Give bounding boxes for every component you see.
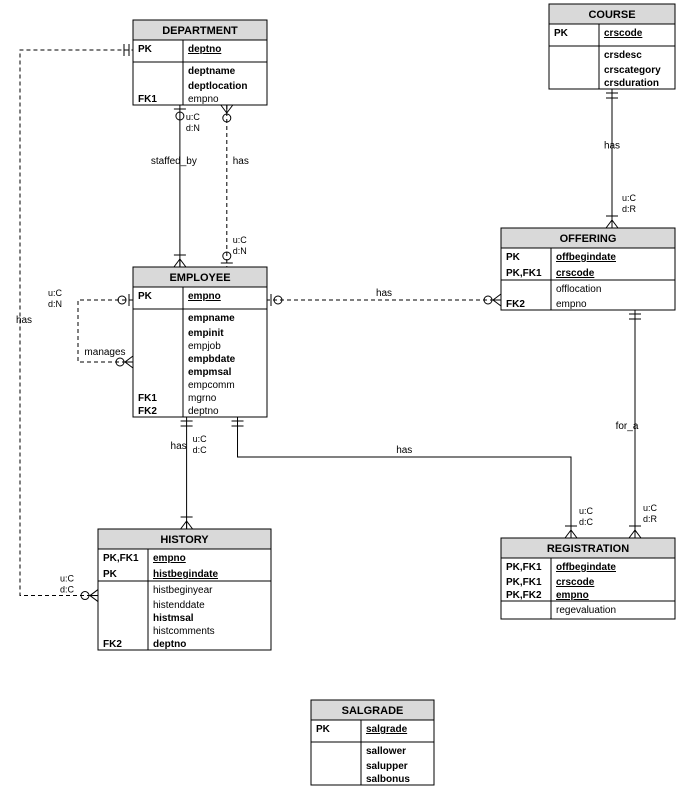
attr: deptno [188,406,219,417]
key-col: FK2 [506,299,525,310]
attr: histcomments [153,626,215,637]
cardinality: d:R [643,514,658,524]
key-col: FK2 [103,639,122,650]
entity-registration: REGISTRATION PK,FK1 offbegindate PK,FK1 crsc… [501,538,675,619]
cardinality: u:C [193,434,208,444]
cardinality: u:C [643,503,658,513]
er-diagram: staffed_byu:Cd:Nhasu:Cd:Nmanagesu:Cd:Nha… [0,0,690,803]
attr: deptname [188,66,236,77]
key-col: PK [506,252,521,263]
rel-label: has [171,441,187,452]
attr: salupper [366,761,408,772]
attr: deptno [153,639,186,650]
cardinality: u:C [60,574,75,584]
entity-history: HISTORY PK,FK1 empno PK histbegindate histbeg… [98,529,271,650]
attr: crsdesc [604,50,642,61]
attr: empinit [188,328,224,339]
attr: histbegindate [153,569,218,580]
rel-label: staffed_by [151,156,197,167]
attr: crsduration [604,78,659,89]
key-col: PK,FK1 [506,577,542,588]
attr: empno [188,94,219,105]
attr: salbonus [366,774,410,785]
edges: staffed_byu:Cd:Nhasu:Cd:Nmanagesu:Cd:Nha… [16,50,658,596]
cardinality: u:C [579,506,594,516]
entity-title: EMPLOYEE [169,272,230,284]
entity-title: OFFERING [560,233,617,245]
entity-title: HISTORY [160,534,209,546]
key-col: PK [138,291,153,302]
rel-label: has [16,315,32,326]
attr: empno [556,590,589,601]
attr: empbdate [188,354,236,365]
cardinality: d:N [48,299,62,309]
entity-salgrade: SALGRADE PK salgrade sallower salupper salbon… [311,700,434,785]
cardinality: d:N [186,123,200,133]
cardinality: u:C [233,235,248,245]
attr: salgrade [366,724,408,735]
cardinality: d:R [622,204,637,214]
entity-employee: EMPLOYEE PK empno empname empinit empjob empbd… [133,267,267,417]
attr: sallower [366,746,406,757]
entity-offering: OFFERING PK offbegindate PK,FK1 crscode offlo… [501,228,675,310]
rel-label: has [233,156,249,167]
cardinality: d:C [60,585,75,595]
attr: empjob [188,341,221,352]
attr: deptno [188,44,221,55]
attr: offbegindate [556,562,616,573]
cardinality: u:C [48,288,63,298]
entity-title: COURSE [588,9,635,21]
cardinality: u:C [622,193,637,203]
entity-title: SALGRADE [342,705,404,717]
attr: crscode [556,268,595,279]
attr: offlocation [556,284,601,295]
attr: deptlocation [188,81,247,92]
key-col: PK,FK2 [506,590,542,601]
cardinality: d:C [579,517,594,527]
key-col: PK [103,569,118,580]
attr: offbegindate [556,252,616,263]
rel-label: has [376,288,392,299]
attr: mgrno [188,393,217,404]
attr: crscode [556,577,595,588]
attr: histmsal [153,613,194,624]
entity-title: DEPARTMENT [162,25,238,37]
key-col: PK [554,28,569,39]
attr: empmsal [188,367,232,378]
attr: regevaluation [556,605,616,616]
key-col: PK,FK1 [103,553,139,564]
cardinality: d:C [193,445,208,455]
attr: histenddate [153,600,205,611]
attr: empname [188,313,235,324]
key-col: PK [138,44,153,55]
rel-label: for_a [616,421,639,432]
attr: empno [188,291,221,302]
cardinality: u:C [186,112,201,122]
attr: histbeginyear [153,585,213,596]
attr: crscode [604,28,643,39]
cardinality: d:N [233,246,247,256]
rel-label: has [396,445,412,456]
attr: empno [556,299,587,310]
key-col: PK,FK1 [506,562,542,573]
attr: empno [153,553,186,564]
entity-department: DEPARTMENT PK deptno deptname deptlocation FK… [133,20,267,105]
key-col: FK1 [138,94,157,105]
rel-label: has [604,141,620,152]
entity-title: REGISTRATION [547,543,629,555]
attr: crscategory [604,65,661,76]
key-col: PK [316,724,331,735]
key-col: PK,FK1 [506,268,542,279]
entity-course: COURSE PK crscode crsdesc crscategory crsdura… [549,4,675,89]
attr: empcomm [188,380,235,391]
rel-label: manages [84,347,125,358]
key-col: FK1 [138,393,157,404]
key-col: FK2 [138,406,157,417]
